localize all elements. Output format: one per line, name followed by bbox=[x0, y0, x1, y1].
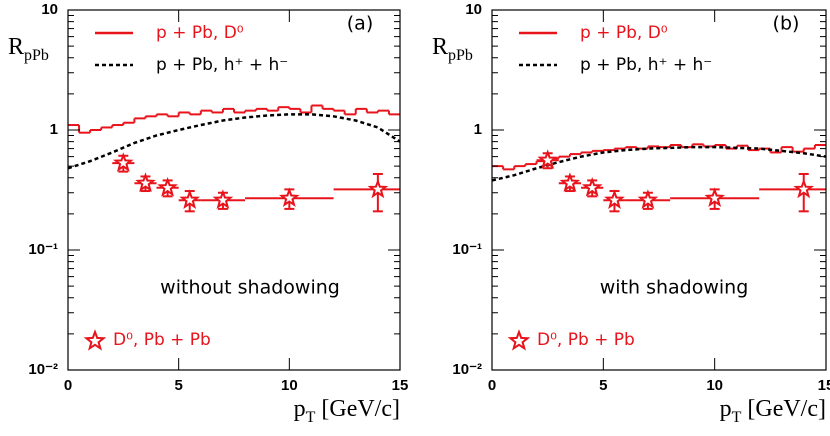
x-tick-label: 5 bbox=[174, 377, 182, 394]
x-label-main: p bbox=[720, 396, 732, 422]
x-tick-label: 15 bbox=[392, 377, 409, 394]
y-tick-label: 10⁻² bbox=[28, 361, 58, 378]
x-tick-label: 10 bbox=[706, 377, 723, 394]
star-marker bbox=[112, 152, 134, 172]
plot bbox=[68, 104, 400, 213]
x-tick-label: 0 bbox=[488, 377, 496, 394]
x-tick-label: 10 bbox=[281, 377, 298, 394]
star-marker bbox=[367, 178, 389, 199]
star-marker bbox=[537, 149, 558, 170]
x-label-rest: [GeV/c] bbox=[741, 396, 826, 422]
x-tick-label: 0 bbox=[64, 377, 72, 394]
star-marker bbox=[793, 178, 815, 199]
x-tick-label: 15 bbox=[818, 377, 830, 394]
star-marker bbox=[212, 189, 234, 209]
x-axis-label: pT [GeV/c] bbox=[720, 396, 826, 426]
star-marker bbox=[704, 187, 725, 208]
legend-label: p + Pb, D⁰ bbox=[156, 23, 244, 43]
y-axis-label: RpPb bbox=[432, 34, 473, 64]
star-marker bbox=[135, 172, 156, 193]
y-label-sub: pPb bbox=[24, 47, 49, 64]
legend-marker bbox=[83, 329, 107, 351]
x-label-sub: T bbox=[306, 409, 316, 426]
star-marker bbox=[157, 176, 178, 197]
x-label-rest: [GeV/c] bbox=[315, 396, 400, 422]
annotation: with shadowing bbox=[600, 277, 749, 299]
star-marker bbox=[179, 189, 201, 209]
x-label-sub: T bbox=[732, 409, 742, 426]
legend-label: D⁰, Pb + Pb bbox=[537, 330, 635, 350]
legend-label: p + Pb, h⁺ + h⁻ bbox=[580, 55, 712, 75]
y-tick-label: 10 bbox=[465, 1, 482, 18]
y-tick-label: 10⁻¹ bbox=[452, 241, 482, 258]
y-label-main: R bbox=[432, 34, 448, 60]
star-marker bbox=[559, 172, 581, 193]
x-label-main: p bbox=[294, 396, 306, 422]
legend-label: p + Pb, D⁰ bbox=[580, 23, 668, 43]
panel-label: (a) bbox=[347, 13, 373, 35]
y-tick-label: 10⁻¹ bbox=[28, 241, 58, 258]
panel-label: (b) bbox=[773, 13, 800, 35]
legend-label: p + Pb, h⁺ + h⁻ bbox=[156, 55, 288, 75]
star-marker bbox=[581, 176, 603, 197]
annotation: without shadowing bbox=[160, 277, 340, 299]
y-tick-label: 10⁻² bbox=[452, 361, 482, 378]
plot bbox=[492, 143, 826, 213]
star-marker bbox=[637, 189, 659, 209]
legend-label: D⁰, Pb + Pb bbox=[113, 330, 211, 350]
y-tick-label: 10 bbox=[41, 1, 58, 18]
x-axis-label: pT [GeV/c] bbox=[294, 396, 400, 426]
y-tick-label: 1 bbox=[50, 121, 58, 138]
star-marker bbox=[279, 187, 300, 208]
y-label-main: R bbox=[8, 34, 24, 60]
y-tick-label: 1 bbox=[474, 121, 482, 138]
y-label-sub: pPb bbox=[448, 47, 473, 64]
frame bbox=[67, 9, 401, 371]
frame bbox=[491, 9, 827, 371]
y-axis-label: RpPb bbox=[8, 34, 49, 64]
legend-marker bbox=[507, 329, 531, 351]
dashed-line bbox=[68, 113, 400, 170]
star-marker bbox=[604, 189, 625, 209]
x-tick-label: 5 bbox=[599, 377, 607, 394]
